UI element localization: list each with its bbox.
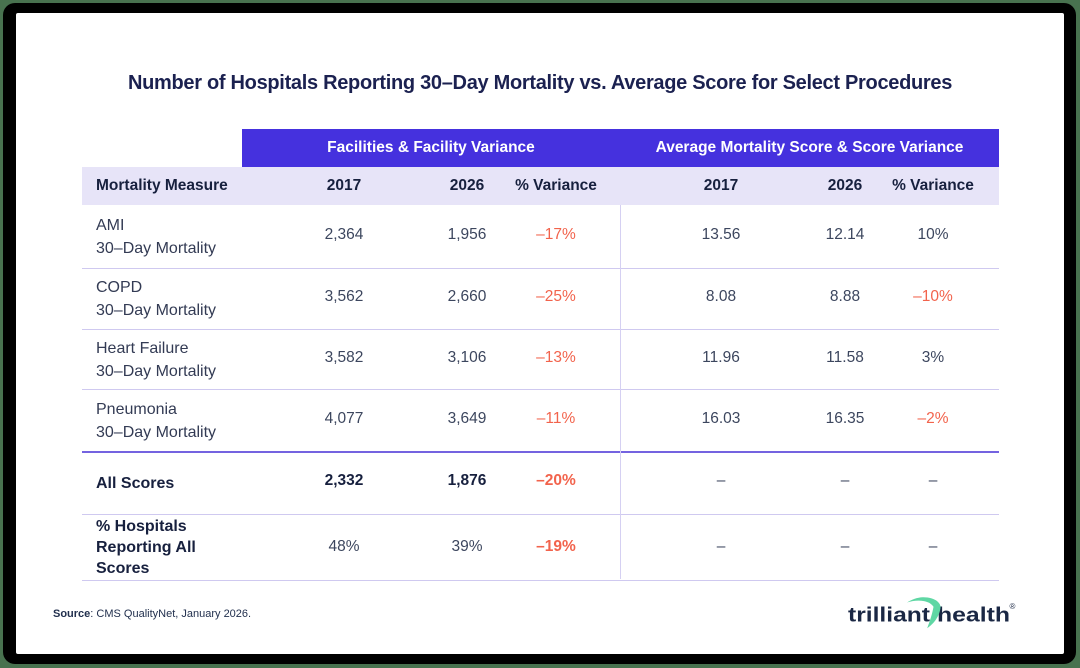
svg-text:health: health [937,605,1010,627]
svg-text:®: ® [1010,602,1016,611]
svg-text:trilliant: trilliant [848,605,930,627]
